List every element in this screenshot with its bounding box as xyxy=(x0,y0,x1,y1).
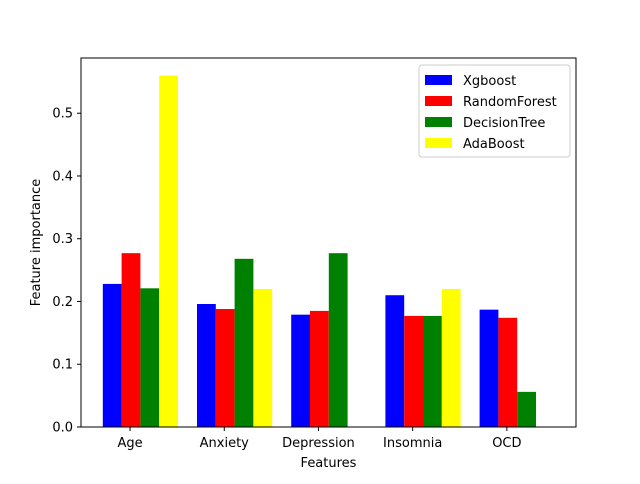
x-tick-label: Depression xyxy=(282,436,355,451)
bar-adaboost-age xyxy=(159,75,178,427)
bar-xgboost-ocd xyxy=(479,309,499,427)
y-tick-label: 0.0 xyxy=(52,421,73,436)
y-axis: 0.0 0.1 0.2 0.3 0.4 0.5 xyxy=(52,107,81,436)
legend: Xgboost RandomForest DecisionTree AdaBoost xyxy=(418,64,571,158)
bar-randomforest-anxiety xyxy=(215,309,235,427)
bar-xgboost-anxiety xyxy=(197,304,216,427)
bar-adaboost-anxiety xyxy=(253,288,273,427)
x-tick-label: Insomnia xyxy=(383,436,442,451)
y-tick-label: 0.2 xyxy=(52,295,73,310)
bars-layer xyxy=(102,75,536,427)
legend-label: RandomForest xyxy=(463,95,557,110)
bar-xgboost-insomnia xyxy=(385,295,405,427)
y-tick-label: 0.5 xyxy=(52,107,73,122)
bar-adaboost-insomnia xyxy=(441,288,461,427)
x-tick-label: OCD xyxy=(492,436,521,451)
bar-randomforest-ocd xyxy=(498,317,518,427)
x-axis: Age Anxiety Depression Insomnia OCD xyxy=(117,427,522,451)
y-tick-label: 0.1 xyxy=(52,358,73,373)
bar-xgboost-depression xyxy=(291,314,310,427)
legend-swatch xyxy=(425,96,452,106)
bar-decisiontree-age xyxy=(140,288,160,427)
legend-label: DecisionTree xyxy=(463,116,545,131)
legend-swatch xyxy=(425,75,452,85)
y-tick-label: 0.3 xyxy=(52,232,73,247)
legend-box xyxy=(418,64,571,158)
bar-randomforest-age xyxy=(121,253,141,427)
bar-decisiontree-anxiety xyxy=(234,258,254,427)
y-axis-label: Feature importance xyxy=(29,179,44,307)
x-tick-label: Anxiety xyxy=(200,436,250,451)
bar-decisiontree-insomnia xyxy=(423,315,442,427)
x-tick-label: Age xyxy=(117,436,142,451)
legend-swatch xyxy=(425,138,452,148)
y-tick-label: 0.4 xyxy=(52,169,73,184)
legend-label: Xgboost xyxy=(463,74,516,89)
bar-xgboost-age xyxy=(102,283,122,427)
legend-swatch xyxy=(425,117,452,127)
bar-randomforest-depression xyxy=(310,310,329,427)
bar-decisiontree-ocd xyxy=(517,391,536,427)
plot-frame xyxy=(80,57,577,428)
bar-randomforest-insomnia xyxy=(404,315,423,427)
legend-label: AdaBoost xyxy=(463,137,525,152)
x-axis-label: Features xyxy=(301,456,357,471)
bar-decisiontree-depression xyxy=(328,253,348,427)
